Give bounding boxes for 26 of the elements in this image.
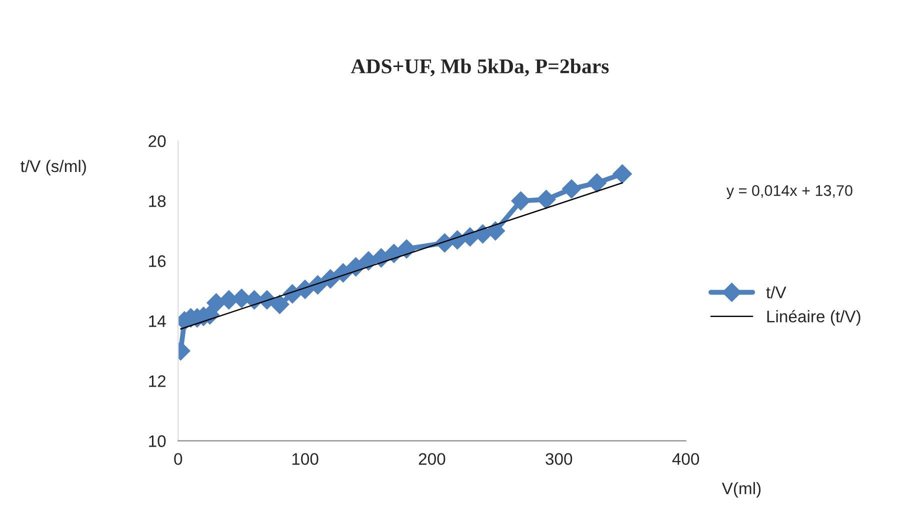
y-tick-label: 10: [149, 435, 166, 448]
y-tick-label: 14: [149, 315, 166, 327]
y-tick-label: 16: [149, 255, 166, 268]
x-axis-title: V(ml): [722, 482, 761, 498]
x-tick-label: 0: [174, 453, 182, 465]
legend-label: Linéaire (t/V): [767, 310, 860, 326]
point: [346, 257, 366, 276]
x-tick-label: 200: [418, 453, 446, 465]
point: [612, 164, 632, 184]
point: [270, 294, 290, 314]
y-tick-label: 12: [149, 375, 166, 387]
y-tick-label: 18: [149, 195, 166, 208]
x-tick-label: 100: [292, 453, 318, 465]
chart-title: ADS+UF, Mb 5kDa, P=2bars: [350, 58, 609, 76]
y-tick-label: 20: [148, 135, 166, 148]
point: [587, 173, 606, 192]
point: [511, 191, 530, 210]
point: [536, 190, 556, 209]
point: [486, 221, 505, 240]
point: [397, 239, 416, 258]
y-axis-title: t/V (s/ml): [20, 160, 86, 176]
x-tick-label: 300: [546, 453, 572, 465]
x-tick-label: 400: [672, 453, 700, 465]
point: [562, 179, 582, 198]
legend-label: t/V: [766, 286, 786, 298]
text: y = 0,014x + 13,70: [726, 185, 852, 200]
